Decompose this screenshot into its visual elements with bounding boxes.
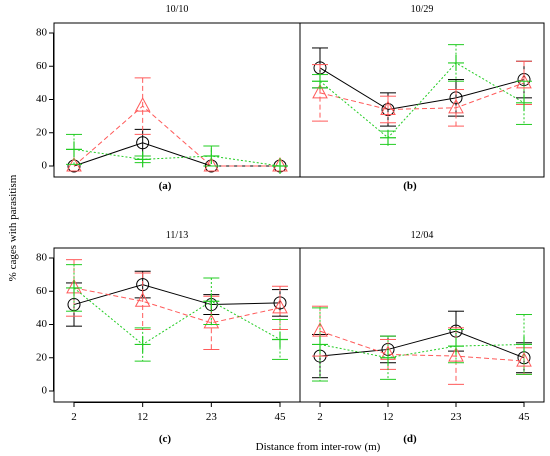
data-point-plus <box>272 331 288 348</box>
y-tick-label: 0 <box>42 160 48 172</box>
data-point-triangle <box>312 83 328 99</box>
data-point-triangle <box>272 298 288 314</box>
data-point-plus <box>66 141 82 158</box>
x-tick-label: 12 <box>383 411 394 423</box>
data-point-plus <box>203 293 220 310</box>
data-point-triangle <box>134 292 151 307</box>
data-point-plus <box>272 158 288 174</box>
data-point-plus <box>516 336 532 353</box>
data-point-plus <box>380 129 396 146</box>
data-point-circle <box>136 136 150 150</box>
data-point-plus <box>380 349 396 366</box>
y-tick-label: 40 <box>36 318 48 330</box>
data-point-plus <box>134 151 151 168</box>
data-point-triangle <box>448 98 464 114</box>
panel-frame <box>53 247 301 403</box>
series-line <box>73 148 281 167</box>
y-axis-label: % cages with parasitism <box>7 174 19 281</box>
y-tick-label: 80 <box>36 252 48 264</box>
data-point-plus <box>448 54 464 71</box>
data-point-plus <box>66 279 82 296</box>
y-tick-label: 20 <box>36 351 48 363</box>
x-tick-label: 12 <box>137 411 148 423</box>
series-line <box>73 287 281 346</box>
panel-label: (a) <box>159 180 172 192</box>
chart-panel-1: 10/10 (a) 0 20 40 60 80 <box>36 4 301 192</box>
series-line <box>73 287 281 324</box>
y-tick-label: 60 <box>36 60 48 72</box>
data-point-plus <box>134 336 151 353</box>
x-tick-label: 2 <box>71 411 77 423</box>
data-point-triangle <box>380 100 396 115</box>
y-tick-label: 20 <box>36 126 48 138</box>
panel-title: 11/13 <box>166 230 188 241</box>
panel-title: 12/04 <box>411 230 434 241</box>
panel-label: (c) <box>159 433 172 445</box>
x-tick-label: 23 <box>206 411 218 423</box>
series-line <box>319 67 525 110</box>
series-line <box>73 284 281 306</box>
panel-frame <box>299 22 545 178</box>
panel-frame <box>299 247 545 403</box>
data-point-plus <box>516 94 532 111</box>
y-tick-label: 60 <box>36 285 48 297</box>
data-point-plus <box>203 148 220 165</box>
data-point-plus <box>448 338 464 355</box>
series-line <box>319 82 525 110</box>
series-line <box>319 62 525 139</box>
data-point-plus <box>312 73 328 90</box>
data-point-triangle <box>203 156 220 172</box>
series-line <box>319 343 525 359</box>
panels: 10/10 (a) 0 20 40 60 80 10/29 (b) 11/13 (c) 0 20 40 60… <box>36 4 545 445</box>
x-axis-label: Distance from inter-row (m) <box>256 441 381 453</box>
data-point-plus <box>312 336 328 353</box>
data-point-triangle <box>203 313 220 329</box>
panel-title: 10/10 <box>166 4 189 15</box>
x-tick-label: 45 <box>275 411 287 423</box>
y-tick-label: 80 <box>36 27 48 39</box>
data-point-triangle <box>516 352 532 367</box>
chart-panel-4: 12/04 (d) 2 12 23 45 <box>299 230 545 445</box>
series-line <box>73 105 280 167</box>
data-point-triangle <box>134 97 151 112</box>
y-tick-label: 40 <box>36 93 48 105</box>
x-tick-label: 23 <box>451 411 463 423</box>
series-line <box>73 142 280 167</box>
series-line <box>319 330 525 362</box>
x-tick-label: 45 <box>519 411 531 423</box>
data-point-triangle <box>448 347 464 362</box>
y-tick-label: 0 <box>42 385 48 397</box>
panel-title: 10/29 <box>411 4 434 15</box>
panel-label: (b) <box>403 180 417 192</box>
x-tick-label: 2 <box>317 411 323 423</box>
chart-panel-3: 11/13 (c) 0 20 40 60 80 2 12 23 45 <box>36 230 301 445</box>
chart-panel-2: 10/29 (b) <box>299 4 545 192</box>
series-line <box>319 330 525 359</box>
panel-label: (d) <box>403 433 417 445</box>
